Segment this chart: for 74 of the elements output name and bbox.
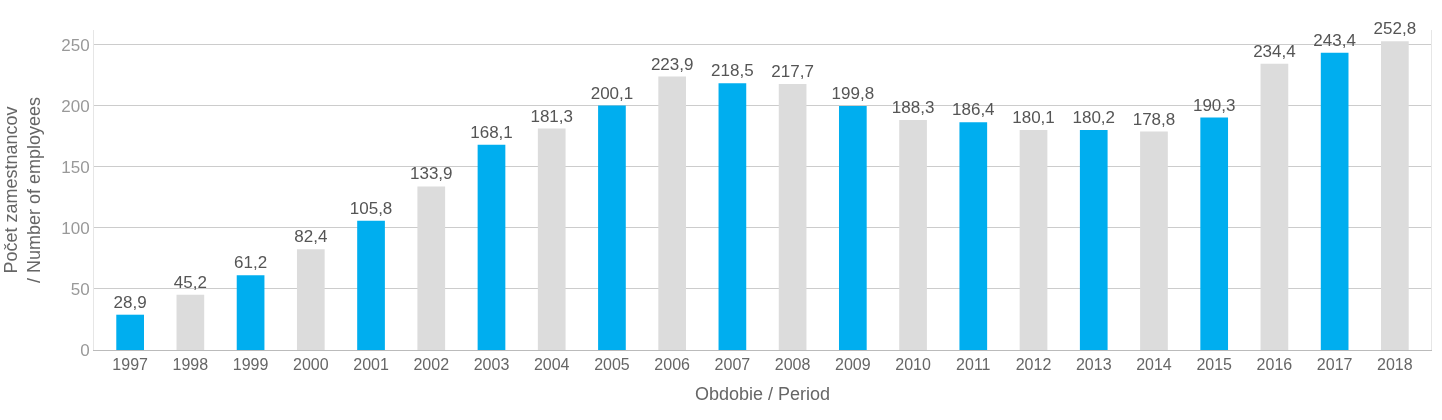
- data-label: 234,4: [1253, 41, 1296, 61]
- bar: [778, 84, 807, 350]
- bar: [1140, 131, 1168, 350]
- x-tick-label: 2012: [1015, 356, 1052, 374]
- y-tick-label: 0: [80, 340, 90, 360]
- bar: [1260, 63, 1289, 350]
- bar: [718, 83, 747, 350]
- data-label: 186,4: [952, 100, 995, 120]
- y-tick-label: 100: [61, 218, 90, 238]
- x-tick-label: 2006: [654, 356, 691, 374]
- data-label: 28,9: [113, 292, 147, 312]
- bar: [176, 294, 205, 350]
- x-tick-label: 2007: [714, 356, 751, 374]
- bar: [417, 186, 446, 350]
- x-axis-title: Obdobie / Period: [694, 384, 831, 405]
- data-label: 168,1: [470, 122, 513, 142]
- x-tick-label: 2018: [1377, 356, 1413, 374]
- x-tick-label: 2005: [594, 356, 630, 374]
- bar: [838, 105, 867, 350]
- data-label: 105,8: [349, 198, 393, 218]
- data-label: 45,2: [173, 272, 207, 292]
- x-tick-label: 2015: [1196, 356, 1233, 374]
- y-tick-label: 200: [61, 96, 90, 116]
- data-label: 178,8: [1132, 109, 1176, 129]
- y-tick-label: 50: [70, 279, 90, 299]
- x-tick-label: 2001: [353, 356, 389, 374]
- data-label: 188,3: [891, 98, 935, 118]
- x-tick-label: 2013: [1075, 356, 1112, 374]
- y-tick-label: 150: [61, 157, 90, 177]
- bar: [658, 76, 687, 350]
- bar: [1019, 130, 1048, 350]
- x-tick-label: 2014: [1136, 356, 1172, 374]
- data-label: 217,7: [771, 62, 814, 82]
- bar: [296, 249, 325, 350]
- bar: [1079, 129, 1108, 350]
- data-label: 181,3: [530, 106, 573, 126]
- x-tick-label: 2008: [774, 356, 811, 374]
- data-label: 243,4: [1313, 30, 1356, 50]
- x-tick-label: 1997: [112, 356, 149, 374]
- x-tick-label: 2003: [473, 356, 510, 374]
- data-label: 200,1: [590, 83, 634, 103]
- y-tick-label: 250: [61, 35, 90, 55]
- data-label: 82,4: [294, 227, 328, 247]
- data-label: 61,2: [234, 253, 268, 273]
- bar: [899, 120, 927, 350]
- x-tick-label: 1999: [232, 356, 269, 374]
- bar: [1320, 52, 1349, 350]
- bar: [477, 144, 506, 350]
- bar: [236, 275, 265, 350]
- data-label: 252,8: [1373, 19, 1417, 39]
- bar: [959, 122, 988, 350]
- data-label: 180,1: [1012, 108, 1055, 128]
- x-tick-label: 2010: [895, 356, 931, 374]
- bar: [1200, 117, 1229, 350]
- data-label: 223,9: [650, 54, 694, 74]
- x-tick-label: 1998: [172, 356, 209, 374]
- bar: [1381, 41, 1409, 350]
- x-tick-label: 2017: [1316, 356, 1353, 374]
- x-tick-label: 2009: [835, 356, 871, 374]
- data-label: 218,5: [711, 61, 754, 81]
- bar: [357, 220, 385, 350]
- x-tick-label: 2004: [533, 356, 570, 374]
- x-tick-label: 2002: [413, 356, 450, 374]
- data-label: 190,3: [1192, 95, 1236, 115]
- bar: [537, 128, 566, 350]
- x-tick-label: 2016: [1256, 356, 1293, 374]
- data-label: 133,9: [409, 164, 453, 184]
- bar: [116, 314, 144, 350]
- y-axis-title: Počet zamestnancov / Number of employees: [1, 96, 45, 284]
- x-tick-label: 2000: [293, 356, 329, 374]
- bar: [598, 105, 626, 350]
- x-tick-label: 2011: [956, 356, 991, 374]
- data-label: 180,2: [1072, 107, 1116, 127]
- data-label: 199,8: [831, 83, 875, 103]
